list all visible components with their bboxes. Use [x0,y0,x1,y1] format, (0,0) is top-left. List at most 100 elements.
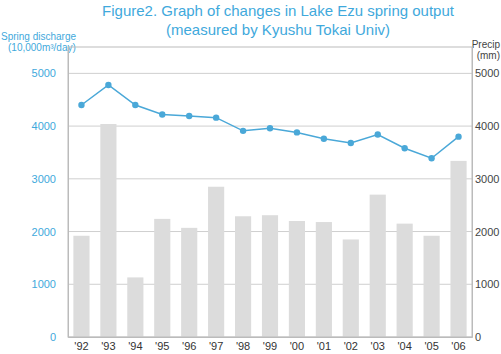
line [81,85,458,158]
tick-label: '94 [128,340,142,352]
tick-label: '98 [236,340,250,352]
marker [375,131,381,137]
tick: 2000 [32,226,68,238]
tick-label: 0 [475,331,481,343]
bar [450,161,466,337]
tick-label: 2000 [32,226,56,238]
y-axis: 0 1000 2000 3000 4000 5000 [32,48,69,344]
tick-label: 3000 [475,173,499,185]
tick-label: '00 [290,340,304,352]
tick: '05 [424,337,438,352]
y2-axis: 0 1000 2000 3000 4000 5000 [472,48,499,344]
tick: '06 [451,337,465,352]
plot-area [73,82,466,337]
grid-line [68,178,472,179]
tick: '94 [128,337,142,352]
tick-label: '01 [317,340,331,352]
bar [73,236,89,337]
chart: Figure2. Graph of changes in Lake Ezu sp… [0,0,501,354]
bar [262,215,278,337]
tick-label: 1000 [475,278,499,290]
axis-line [69,337,473,338]
bar [100,124,116,337]
tick: '02 [344,337,358,352]
marker [186,113,192,119]
tick: '01 [317,337,331,352]
plot-frame [68,47,472,337]
line-series [78,82,461,162]
marker [401,145,407,151]
marker [132,102,138,108]
tick: 5000 [472,67,499,79]
tick-label: '97 [209,340,223,352]
tick: '93 [101,337,115,352]
tick: '03 [371,337,385,352]
bar [397,224,413,337]
marker [455,133,461,139]
tick-label: 1000 [32,278,56,290]
bar [424,236,440,337]
tick-label: '99 [263,340,277,352]
marker [348,140,354,146]
marker [294,129,300,135]
subtitle: (measured by Kyushu Tokai Univ) [166,21,390,38]
tick: 3000 [32,173,68,185]
tick: 1000 [472,278,499,290]
tick-label: '02 [344,340,358,352]
tick: 3000 [472,173,499,185]
tick-label: '04 [397,340,411,352]
marker [240,128,246,134]
marker [321,136,327,142]
x-axis: '92 '93 '94 '95 '96 '97 '98 '99 '00 '01 '02 '03 '04 '… [69,337,473,352]
tick: '95 [155,337,169,352]
y2-axis-label: (mm) [477,50,500,61]
tick-label: 2000 [475,226,499,238]
tick-label: 3000 [32,173,56,185]
title: Figure2. Graph of changes in Lake Ezu sp… [102,2,455,19]
tick: 5000 [32,67,68,79]
bar [316,222,332,337]
tick: '04 [397,337,411,352]
marker [159,111,165,117]
tick-label: '93 [101,340,115,352]
bar [181,228,197,337]
tick: '96 [182,337,196,352]
marker [78,102,84,108]
bar [235,216,251,337]
y-axis-label: (10,000m³/day) [8,42,76,53]
tick: 4000 [32,120,68,132]
tick: '97 [209,337,223,352]
bar [154,219,170,337]
bar [343,239,359,337]
tick: '99 [263,337,277,352]
marker [428,155,434,161]
grid [68,73,472,337]
tick: '92 [74,337,88,352]
bar [208,187,224,337]
tick: 1000 [32,278,68,290]
y2-axis-label: Precip [472,39,501,50]
marker [267,125,273,131]
marker [105,82,111,88]
tick: 0 [472,331,481,343]
tick: '98 [236,337,250,352]
tick: '00 [290,337,304,352]
tick: 2000 [472,226,499,238]
tick: 0 [50,331,68,343]
tick-label: '95 [155,340,169,352]
tick-label: 5000 [475,67,499,79]
tick-label: 4000 [32,120,56,132]
tick-label: 4000 [475,120,499,132]
tick-label: 0 [50,331,56,343]
tick-label: '92 [74,340,88,352]
tick-label: '03 [371,340,385,352]
bar [127,277,143,337]
marker [213,114,219,120]
bar [289,221,305,337]
bar [370,195,386,337]
y-axis-label: Spring discharge [1,31,76,42]
tick-label: '05 [424,340,438,352]
tick-label: '06 [451,340,465,352]
bar-series [73,124,466,337]
tick: 4000 [472,120,499,132]
